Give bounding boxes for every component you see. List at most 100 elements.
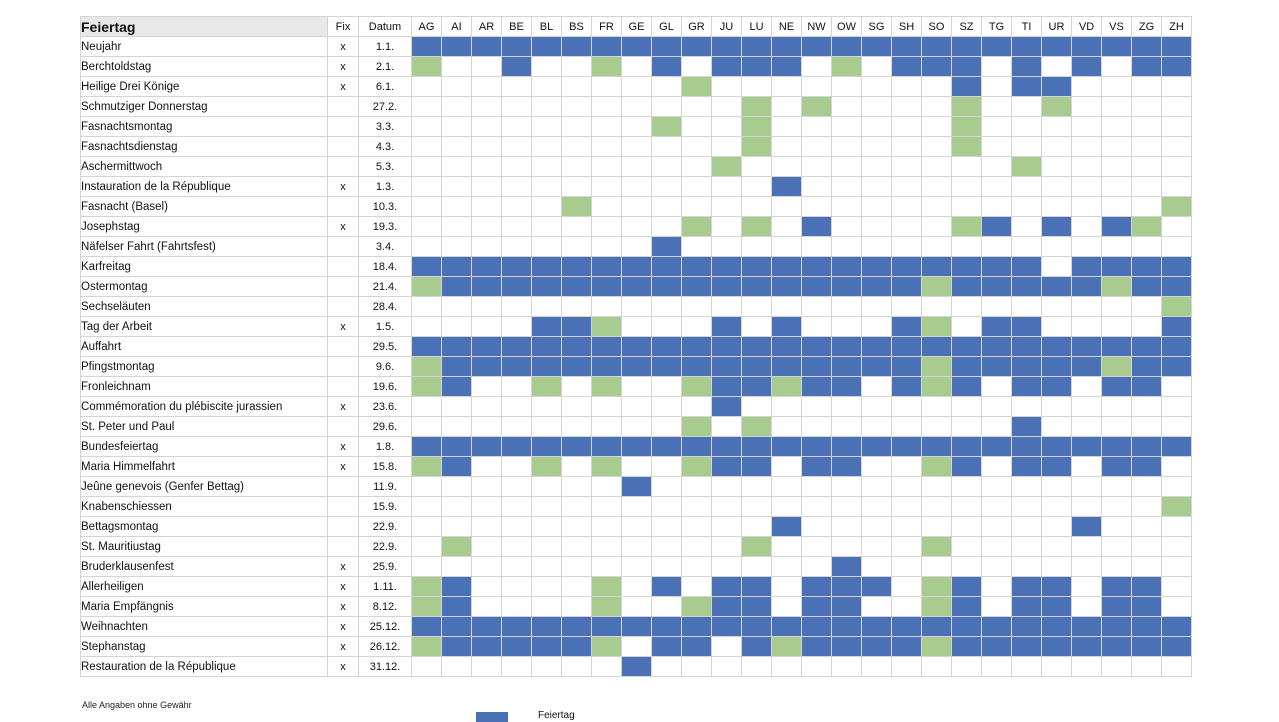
holiday-table: Feiertag Fix Datum AG AI AR BE BL BS FR GE GL GR J… bbox=[80, 16, 1192, 677]
holiday-cell-be bbox=[501, 156, 532, 177]
holiday-cell-fr bbox=[591, 136, 622, 157]
fix-marker bbox=[327, 416, 359, 437]
holiday-cell-lu bbox=[741, 636, 772, 657]
holiday-cell-ur bbox=[1041, 176, 1072, 197]
holiday-cell-zh bbox=[1161, 616, 1192, 637]
holiday-cell-sz bbox=[951, 416, 982, 437]
holiday-cell-bl bbox=[531, 56, 562, 77]
holiday-cell-vs bbox=[1101, 556, 1132, 577]
holiday-cell-vs bbox=[1101, 656, 1132, 677]
holiday-cell-ag bbox=[411, 356, 442, 377]
holiday-cell-zh bbox=[1161, 196, 1192, 217]
holiday-cell-sg bbox=[861, 356, 892, 377]
holiday-cell-lu bbox=[741, 36, 772, 57]
holiday-name: Stephanstag bbox=[80, 636, 328, 657]
holiday-name: Maria Himmelfahrt bbox=[80, 456, 328, 477]
holiday-cell-ag bbox=[411, 536, 442, 557]
holiday-cell-vd bbox=[1071, 356, 1102, 377]
holiday-cell-zh bbox=[1161, 456, 1192, 477]
fix-marker: x bbox=[327, 176, 359, 197]
holiday-cell-sh bbox=[891, 116, 922, 137]
holiday-cell-bs bbox=[561, 236, 592, 257]
holiday-cell-ai bbox=[441, 576, 472, 597]
holiday-cell-ar bbox=[471, 536, 502, 557]
holiday-cell-ge bbox=[621, 56, 652, 77]
holiday-cell-ai bbox=[441, 556, 472, 577]
holiday-cell-ne bbox=[771, 396, 802, 417]
holiday-cell-ti bbox=[1011, 236, 1042, 257]
holiday-name: Bundesfeiertag bbox=[80, 436, 328, 457]
holiday-cell-ne bbox=[771, 476, 802, 497]
holiday-date: 19.6. bbox=[358, 376, 412, 397]
holiday-cell-ag bbox=[411, 456, 442, 477]
holiday-cell-sg bbox=[861, 316, 892, 337]
holiday-cell-be bbox=[501, 656, 532, 677]
holiday-cell-so bbox=[921, 296, 952, 317]
holiday-cell-be bbox=[501, 456, 532, 477]
table-row: Fasnachtsdienstag 4.3. bbox=[80, 136, 1192, 157]
table-row: Jeûne genevois (Genfer Bettag) 11.9. bbox=[80, 476, 1192, 497]
holiday-cell-sh bbox=[891, 436, 922, 457]
holiday-date: 22.9. bbox=[358, 536, 412, 557]
holiday-cell-sg bbox=[861, 376, 892, 397]
holiday-cell-ar bbox=[471, 296, 502, 317]
holiday-cell-tg bbox=[981, 516, 1012, 537]
holiday-cell-sh bbox=[891, 476, 922, 497]
holiday-cell-ne bbox=[771, 236, 802, 257]
holiday-cell-ar bbox=[471, 96, 502, 117]
holiday-cell-sg bbox=[861, 596, 892, 617]
holiday-cell-ge bbox=[621, 116, 652, 137]
canton-header-ne: NE bbox=[771, 16, 802, 37]
holiday-cell-zg bbox=[1131, 56, 1162, 77]
holiday-cell-fr bbox=[591, 616, 622, 637]
holiday-cell-vs bbox=[1101, 576, 1132, 597]
holiday-cell-sh bbox=[891, 256, 922, 277]
canton-header-be: BE bbox=[501, 16, 532, 37]
holiday-cell-zg bbox=[1131, 336, 1162, 357]
holiday-cell-sz bbox=[951, 616, 982, 637]
holiday-cell-gl bbox=[651, 636, 682, 657]
holiday-cell-fr bbox=[591, 516, 622, 537]
holiday-cell-ge bbox=[621, 616, 652, 637]
holiday-cell-ar bbox=[471, 636, 502, 657]
holiday-cell-bs bbox=[561, 456, 592, 477]
holiday-cell-lu bbox=[741, 236, 772, 257]
holiday-cell-gl bbox=[651, 136, 682, 157]
holiday-cell-nw bbox=[801, 296, 832, 317]
holiday-cell-tg bbox=[981, 56, 1012, 77]
holiday-cell-so bbox=[921, 216, 952, 237]
holiday-cell-so bbox=[921, 356, 952, 377]
holiday-cell-so bbox=[921, 656, 952, 677]
holiday-name: Ostermontag bbox=[80, 276, 328, 297]
holiday-cell-sg bbox=[861, 136, 892, 157]
holiday-cell-tg bbox=[981, 376, 1012, 397]
holiday-cell-ur bbox=[1041, 96, 1072, 117]
table-row: Neujahr x 1.1. bbox=[80, 36, 1192, 57]
holiday-cell-fr bbox=[591, 576, 622, 597]
holiday-cell-ai bbox=[441, 656, 472, 677]
holiday-cell-fr bbox=[591, 416, 622, 437]
fix-marker: x bbox=[327, 556, 359, 577]
canton-header-so: SO bbox=[921, 16, 952, 37]
holiday-cell-zg bbox=[1131, 76, 1162, 97]
holiday-cell-tg bbox=[981, 196, 1012, 217]
holiday-cell-ju bbox=[711, 576, 742, 597]
date-column-header: Datum bbox=[358, 16, 412, 37]
holiday-cell-ge bbox=[621, 256, 652, 277]
holiday-cell-so bbox=[921, 556, 952, 577]
holiday-cell-fr bbox=[591, 336, 622, 357]
holiday-cell-vs bbox=[1101, 336, 1132, 357]
holiday-cell-bl bbox=[531, 456, 562, 477]
holiday-cell-nw bbox=[801, 496, 832, 517]
holiday-cell-ur bbox=[1041, 516, 1072, 537]
holiday-cell-sg bbox=[861, 496, 892, 517]
holiday-cell-ge bbox=[621, 96, 652, 117]
holiday-cell-bl bbox=[531, 616, 562, 637]
holiday-cell-ow bbox=[831, 516, 862, 537]
holiday-cell-zh bbox=[1161, 156, 1192, 177]
holiday-cell-gr bbox=[681, 636, 712, 657]
holiday-cell-gr bbox=[681, 76, 712, 97]
holiday-cell-ag bbox=[411, 396, 442, 417]
table-row: Josephstag x 19.3. bbox=[80, 216, 1192, 237]
holiday-cell-so bbox=[921, 136, 952, 157]
